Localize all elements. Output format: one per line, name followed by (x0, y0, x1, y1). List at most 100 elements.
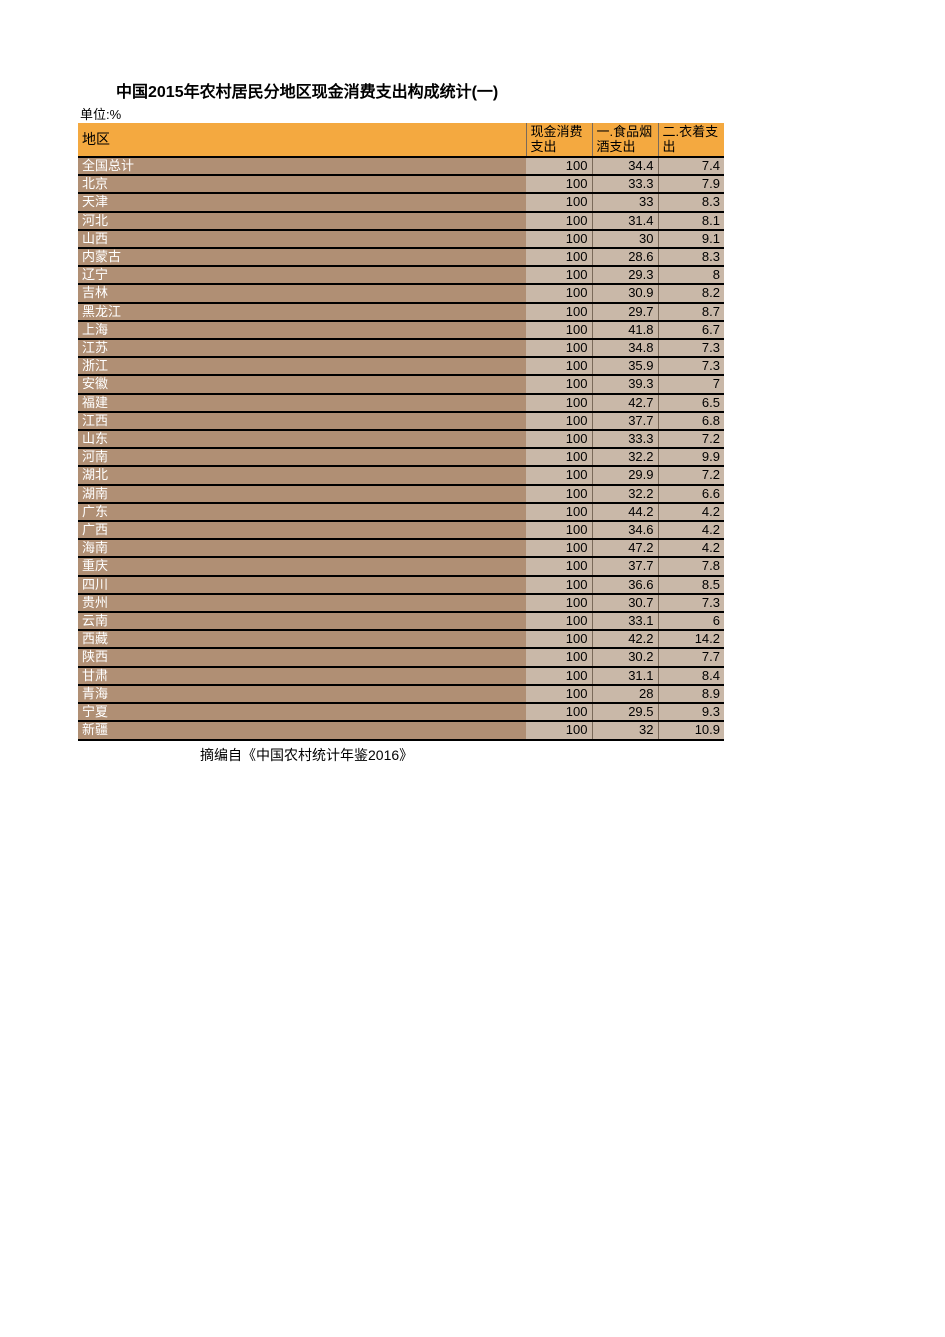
region-cell: 北京 (78, 175, 526, 193)
table-row: 天津100338.3 (78, 193, 724, 211)
region-cell: 湖南 (78, 485, 526, 503)
value-cell: 100 (526, 175, 592, 193)
region-cell: 江西 (78, 412, 526, 430)
region-cell: 山西 (78, 230, 526, 248)
value-cell: 100 (526, 394, 592, 412)
value-cell: 100 (526, 266, 592, 284)
region-cell: 云南 (78, 612, 526, 630)
value-cell: 100 (526, 612, 592, 630)
value-cell: 100 (526, 685, 592, 703)
value-cell: 8.7 (658, 303, 724, 321)
value-cell: 8.9 (658, 685, 724, 703)
value-cell: 44.2 (592, 503, 658, 521)
region-cell: 天津 (78, 193, 526, 211)
col-header-food: 一.食品烟酒支出 (592, 123, 658, 157)
region-cell: 全国总计 (78, 157, 526, 175)
value-cell: 7.4 (658, 157, 724, 175)
value-cell: 7.3 (658, 357, 724, 375)
value-cell: 8.3 (658, 193, 724, 211)
unit-label: 单位:% (78, 104, 945, 123)
value-cell: 4.2 (658, 503, 724, 521)
region-cell: 重庆 (78, 557, 526, 575)
table-row: 新疆1003210.9 (78, 721, 724, 739)
region-cell: 贵州 (78, 594, 526, 612)
value-cell: 32 (592, 721, 658, 739)
value-cell: 100 (526, 466, 592, 484)
value-cell: 36.6 (592, 576, 658, 594)
region-cell: 四川 (78, 576, 526, 594)
value-cell: 100 (526, 412, 592, 430)
table-row: 湖北10029.97.2 (78, 466, 724, 484)
value-cell: 39.3 (592, 375, 658, 393)
table-row: 福建10042.76.5 (78, 394, 724, 412)
value-cell: 100 (526, 321, 592, 339)
value-cell: 8.2 (658, 284, 724, 302)
value-cell: 14.2 (658, 630, 724, 648)
table-row: 江西10037.76.8 (78, 412, 724, 430)
region-cell: 安徽 (78, 375, 526, 393)
stats-table: 地区 现金消费支出 一.食品烟酒支出 二.衣着支出 全国总计10034.47.4… (78, 123, 724, 741)
table-row: 湖南10032.26.6 (78, 485, 724, 503)
value-cell: 42.7 (592, 394, 658, 412)
value-cell: 31.4 (592, 212, 658, 230)
value-cell: 33.3 (592, 430, 658, 448)
value-cell: 4.2 (658, 521, 724, 539)
table-row: 广西10034.64.2 (78, 521, 724, 539)
value-cell: 32.2 (592, 448, 658, 466)
value-cell: 100 (526, 503, 592, 521)
table-row: 黑龙江10029.78.7 (78, 303, 724, 321)
value-cell: 7.8 (658, 557, 724, 575)
table-row: 青海100288.9 (78, 685, 724, 703)
value-cell: 47.2 (592, 539, 658, 557)
table-title: 中国2015年农村居民分地区现金消费支出构成统计(一) (116, 78, 945, 102)
value-cell: 30 (592, 230, 658, 248)
col-header-region: 地区 (78, 123, 526, 157)
value-cell: 41.8 (592, 321, 658, 339)
region-cell: 江苏 (78, 339, 526, 357)
region-cell: 浙江 (78, 357, 526, 375)
value-cell: 34.8 (592, 339, 658, 357)
value-cell: 29.7 (592, 303, 658, 321)
value-cell: 8 (658, 266, 724, 284)
value-cell: 29.9 (592, 466, 658, 484)
region-cell: 山东 (78, 430, 526, 448)
value-cell: 6.6 (658, 485, 724, 503)
value-cell: 34.6 (592, 521, 658, 539)
value-cell: 100 (526, 430, 592, 448)
value-cell: 9.1 (658, 230, 724, 248)
region-cell: 河南 (78, 448, 526, 466)
source-note: 摘编自《中国农村统计年鉴2016》 (200, 745, 945, 765)
value-cell: 7.7 (658, 648, 724, 666)
value-cell: 100 (526, 357, 592, 375)
value-cell: 100 (526, 375, 592, 393)
value-cell: 29.3 (592, 266, 658, 284)
col-header-clothing: 二.衣着支出 (658, 123, 724, 157)
region-cell: 湖北 (78, 466, 526, 484)
table-row: 浙江10035.97.3 (78, 357, 724, 375)
value-cell: 100 (526, 248, 592, 266)
region-cell: 福建 (78, 394, 526, 412)
value-cell: 9.9 (658, 448, 724, 466)
region-cell: 辽宁 (78, 266, 526, 284)
table-row: 西藏10042.214.2 (78, 630, 724, 648)
value-cell: 33 (592, 193, 658, 211)
value-cell: 7.2 (658, 430, 724, 448)
value-cell: 100 (526, 521, 592, 539)
table-row: 河南10032.29.9 (78, 448, 724, 466)
value-cell: 33.1 (592, 612, 658, 630)
table-row: 安徽10039.37 (78, 375, 724, 393)
region-cell: 上海 (78, 321, 526, 339)
region-cell: 广东 (78, 503, 526, 521)
table-row: 贵州10030.77.3 (78, 594, 724, 612)
value-cell: 7.2 (658, 466, 724, 484)
table-row: 辽宁10029.38 (78, 266, 724, 284)
value-cell: 100 (526, 630, 592, 648)
table-row: 上海10041.86.7 (78, 321, 724, 339)
table-row: 北京10033.37.9 (78, 175, 724, 193)
value-cell: 37.7 (592, 557, 658, 575)
value-cell: 6.7 (658, 321, 724, 339)
region-cell: 海南 (78, 539, 526, 557)
value-cell: 30.7 (592, 594, 658, 612)
table-row: 江苏10034.87.3 (78, 339, 724, 357)
value-cell: 100 (526, 721, 592, 739)
